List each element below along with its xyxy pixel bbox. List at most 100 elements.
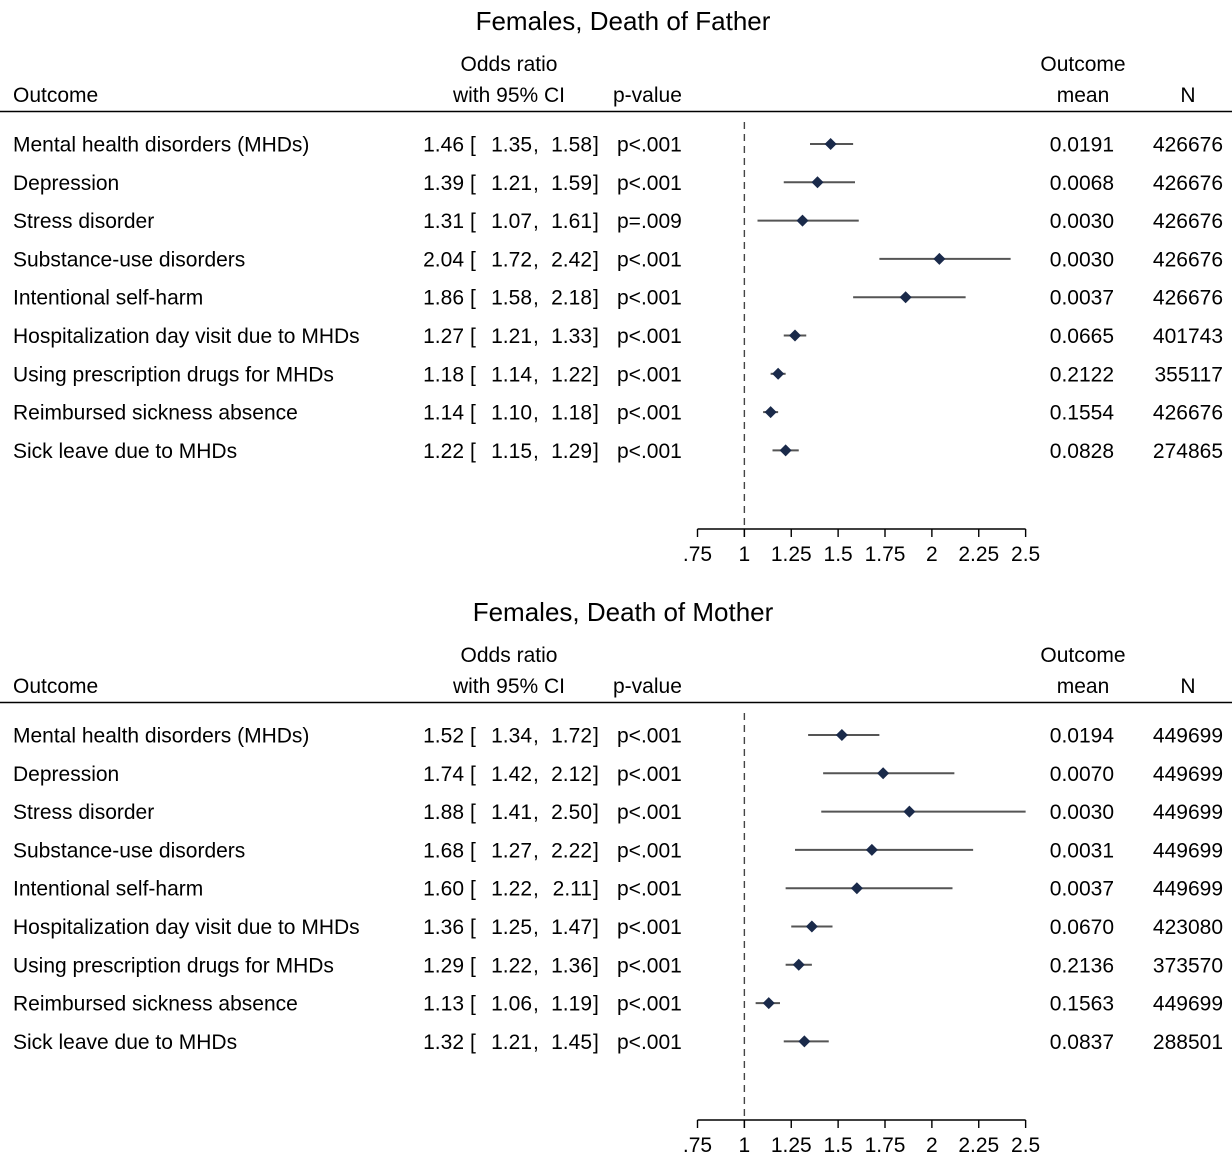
ci-bracket-open: [: [470, 954, 476, 977]
row-odds-ratio: 1.32: [423, 1031, 464, 1054]
row-p-value: p<.001: [617, 363, 682, 386]
row-n: 426676: [1153, 248, 1223, 271]
point-estimate-marker: [764, 406, 777, 419]
ci-comma: ,: [533, 402, 539, 425]
x-tick-label: 2.5: [1011, 543, 1040, 566]
row-ci-upper: 1.33: [551, 325, 592, 348]
row-outcome-label: Using prescription drugs for MHDs: [13, 363, 334, 386]
table-row: Stress disorder 1.88 [1.41, 2.50] p<.001 0.00…: [13, 801, 1223, 824]
row-n: 401743: [1153, 325, 1223, 348]
ci-comma: ,: [533, 363, 539, 386]
ci-bracket-open: [: [470, 801, 476, 824]
row-n: 449699: [1153, 725, 1223, 748]
ci-bracket-open: [: [470, 440, 476, 463]
row-ci-lower: 1.35: [491, 134, 532, 157]
ci-bracket-close: ]: [593, 993, 599, 1016]
ci-bracket-open: [: [470, 878, 476, 901]
row-odds-ratio: 1.88: [423, 801, 464, 824]
row-odds-ratio: 1.31: [423, 210, 464, 233]
row-ci-lower: 1.72: [491, 248, 532, 271]
table-row: Intentional self-harm 1.86 [1.58, 2.18] p<.0…: [13, 287, 1223, 310]
header-outcome-mean-2: mean: [1057, 84, 1110, 107]
ci-bracket-close: ]: [593, 134, 599, 157]
ci-bracket-close: ]: [593, 916, 599, 939]
ci-bracket-open: [: [470, 402, 476, 425]
row-odds-ratio: 1.52: [423, 725, 464, 748]
ci-bracket-close: ]: [593, 248, 599, 271]
row-p-value: p<.001: [617, 725, 682, 748]
ci-bracket-close: ]: [593, 402, 599, 425]
row-outcome-mean: 0.0037: [1050, 878, 1114, 901]
row-ci-upper: 1.72: [551, 725, 592, 748]
row-outcome-label: Stress disorder: [13, 801, 154, 824]
table-row: Reimbursed sickness absence 1.14 [1.10, 1.1…: [13, 402, 1223, 425]
point-estimate-marker: [796, 214, 809, 227]
row-p-value: p<.001: [617, 402, 682, 425]
ci-comma: ,: [533, 440, 539, 463]
row-odds-ratio: 1.60: [423, 878, 464, 901]
ci-bracket-open: [: [470, 325, 476, 348]
header-n: N: [1180, 675, 1195, 698]
row-ci-lower: 1.22: [491, 878, 532, 901]
row-n: 449699: [1153, 801, 1223, 824]
row-outcome-label: Mental health disorders (MHDs): [13, 725, 309, 748]
ci-bracket-close: ]: [593, 878, 599, 901]
row-p-value: p<.001: [617, 878, 682, 901]
row-p-value: p<.001: [617, 325, 682, 348]
ci-bracket-open: [: [470, 993, 476, 1016]
row-outcome-mean: 0.0037: [1050, 287, 1114, 310]
row-outcome-mean: 0.0194: [1050, 725, 1115, 748]
table-row: Intentional self-harm 1.60 [1.22, 2.11] p<.0…: [13, 878, 1223, 901]
row-outcome-label: Reimbursed sickness absence: [13, 402, 298, 425]
table-row: Stress disorder 1.31 [1.07, 1.61] p=.009 0.00…: [13, 210, 1223, 233]
row-ci-lower: 1.21: [491, 1031, 532, 1054]
row-outcome-label: Depression: [13, 172, 119, 195]
forest-panel-1: Females, Death of Father Outcome Odds rati…: [0, 6, 1232, 566]
header-outcome-mean-2: mean: [1057, 675, 1110, 698]
point-estimate-marker: [865, 843, 878, 856]
row-outcome-label: Sick leave due to MHDs: [13, 440, 237, 463]
row-ci-upper: 1.58: [551, 134, 592, 157]
row-outcome-label: Mental health disorders (MHDs): [13, 134, 309, 157]
row-odds-ratio: 1.29: [423, 954, 464, 977]
ci-comma: ,: [533, 210, 539, 233]
ci-comma: ,: [533, 172, 539, 195]
ci-bracket-open: [: [470, 134, 476, 157]
row-outcome-label: Intentional self-harm: [13, 287, 203, 310]
table-row: Substance-use disorders 1.68 [1.27, 2.22] p<…: [13, 839, 1223, 862]
point-estimate-marker: [850, 882, 863, 895]
row-outcome-mean: 0.2122: [1050, 363, 1114, 386]
row-n: 373570: [1153, 954, 1223, 977]
x-tick-label: 1.5: [824, 543, 853, 566]
row-p-value: p<.001: [617, 248, 682, 271]
row-p-value: p<.001: [617, 993, 682, 1016]
row-ci-upper: 1.47: [551, 916, 592, 939]
ci-comma: ,: [533, 878, 539, 901]
x-tick-label: 1: [739, 1134, 751, 1157]
ci-bracket-close: ]: [593, 954, 599, 977]
ci-bracket-open: [: [470, 916, 476, 939]
row-outcome-label: Depression: [13, 763, 119, 786]
header-outcome: Outcome: [13, 675, 98, 698]
row-ci-lower: 1.25: [491, 916, 532, 939]
row-odds-ratio: 1.18: [423, 363, 464, 386]
row-n: 449699: [1153, 993, 1223, 1016]
row-n: 426676: [1153, 287, 1223, 310]
x-tick-label: 1.5: [824, 1134, 853, 1157]
row-outcome-mean: 0.0030: [1050, 248, 1114, 271]
ci-bracket-close: ]: [593, 210, 599, 233]
row-p-value: p<.001: [617, 134, 682, 157]
row-ci-lower: 1.07: [491, 210, 532, 233]
row-outcome-mean: 0.0837: [1050, 1031, 1114, 1054]
row-p-value: p<.001: [617, 839, 682, 862]
row-outcome-label: Stress disorder: [13, 210, 154, 233]
row-outcome-label: Sick leave due to MHDs: [13, 1031, 237, 1054]
row-outcome-mean: 0.0030: [1050, 210, 1114, 233]
ci-bracket-close: ]: [593, 440, 599, 463]
table-row: Mental health disorders (MHDs) 1.46 [1.35,…: [13, 134, 1223, 157]
row-odds-ratio: 1.86: [423, 287, 464, 310]
row-ci-upper: 2.18: [551, 287, 592, 310]
ci-comma: ,: [533, 287, 539, 310]
ci-comma: ,: [533, 134, 539, 157]
row-ci-upper: 1.29: [551, 440, 592, 463]
